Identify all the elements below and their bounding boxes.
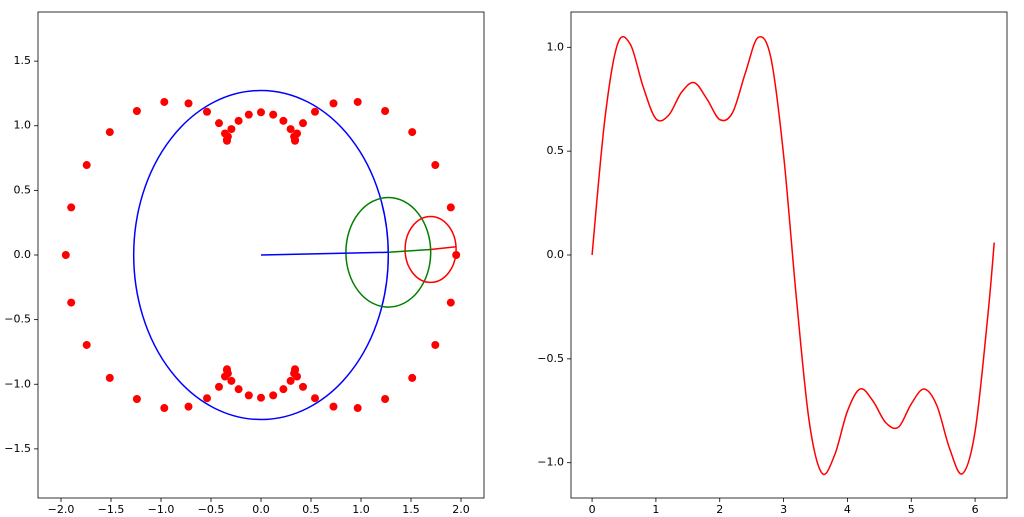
trace-point	[311, 394, 319, 403]
trace-point	[446, 203, 455, 212]
trace-point	[244, 110, 253, 119]
trace-point	[184, 402, 193, 411]
x-tick-label: −2.0	[48, 503, 75, 516]
trace-point	[257, 393, 265, 402]
x-tick-label: 0.5	[302, 503, 320, 516]
trace-point	[381, 394, 390, 403]
trace-point	[452, 251, 461, 259]
trace-point	[244, 391, 253, 400]
x-tick-label: 6	[972, 503, 979, 516]
trace-point	[353, 404, 362, 413]
trace-point	[329, 99, 338, 108]
trace-point	[223, 369, 232, 378]
y-tick-label: −1.0	[537, 456, 564, 469]
trace-point	[446, 298, 455, 307]
trace-point	[160, 404, 169, 413]
trace-point	[408, 128, 417, 137]
y-tick-label: 1.0	[547, 40, 565, 53]
x-tick-label: −0.5	[198, 503, 225, 516]
x-tick-label: 1	[652, 503, 659, 516]
trace-point	[227, 125, 236, 134]
x-tick-label: 1.0	[352, 503, 370, 516]
trace-point	[67, 203, 76, 212]
trace-point	[329, 402, 338, 411]
trace-point	[82, 340, 91, 349]
trace-point	[234, 385, 243, 394]
x-tick-label: 1.5	[402, 503, 420, 516]
trace-point	[227, 376, 236, 385]
trace-point	[311, 107, 319, 116]
trace-point	[269, 391, 278, 400]
trace-point	[132, 107, 141, 116]
x-tick-label: 0.0	[252, 503, 270, 516]
trace-point	[67, 298, 76, 307]
series-line	[591, 35, 995, 476]
trace-point	[234, 116, 243, 125]
y-tick-label: 1.5	[14, 54, 32, 67]
y-tick-label: 0.0	[547, 248, 565, 261]
epicycle-circle	[404, 215, 457, 284]
x-tick-label: 4	[844, 503, 851, 516]
epicycle-arm	[388, 248, 431, 254]
axes-frame	[570, 11, 1008, 499]
x-tick-label: 3	[780, 503, 787, 516]
y-tick-label: −1.0	[4, 377, 31, 390]
y-tick-label: −0.5	[4, 313, 31, 326]
trace-point	[61, 251, 70, 259]
y-tick-label: −0.5	[537, 352, 564, 365]
trace-point	[203, 394, 211, 403]
trace-point	[291, 366, 300, 375]
trace-point	[381, 107, 390, 116]
trace-point	[222, 135, 231, 144]
y-tick-label: −1.5	[4, 442, 31, 455]
trace-point	[431, 161, 440, 170]
epicycle-circle	[345, 196, 432, 308]
trace-point	[279, 385, 288, 394]
trace-point	[293, 372, 301, 381]
trace-point	[431, 340, 440, 349]
trace-point	[286, 125, 295, 134]
x-tick-label: −1.0	[148, 503, 175, 516]
trace-point	[203, 107, 211, 116]
x-tick-label: 2	[716, 503, 723, 516]
y-tick-label: 0.0	[14, 248, 32, 261]
y-tick-label: 1.0	[14, 119, 32, 132]
trace-point	[353, 97, 362, 106]
x-tick-label: 5	[908, 503, 915, 516]
trace-point	[215, 119, 223, 128]
trace-point	[184, 99, 193, 108]
x-tick-label: 0	[589, 503, 596, 516]
x-tick-label: −1.5	[98, 503, 125, 516]
y-tick-label: 0.5	[547, 144, 565, 157]
trace-point	[160, 97, 169, 106]
trace-point	[221, 129, 229, 138]
trace-point	[286, 376, 295, 385]
trace-point	[105, 373, 114, 382]
trace-point	[215, 382, 223, 391]
epicycle-circle	[132, 89, 390, 421]
trace-point	[299, 382, 307, 391]
trace-point	[279, 116, 288, 125]
trace-point	[82, 161, 91, 170]
trace-point	[132, 394, 141, 403]
x-tick-label: 2.0	[452, 503, 470, 516]
y-tick-label: 0.5	[14, 183, 32, 196]
trace-point	[269, 110, 278, 119]
trace-point	[299, 119, 307, 128]
trace-point	[290, 132, 299, 141]
trace-point	[257, 108, 265, 117]
trace-point	[408, 373, 417, 382]
epicycle-arm	[430, 245, 457, 251]
epicycle-arm	[260, 251, 389, 256]
trace-point	[105, 128, 114, 137]
